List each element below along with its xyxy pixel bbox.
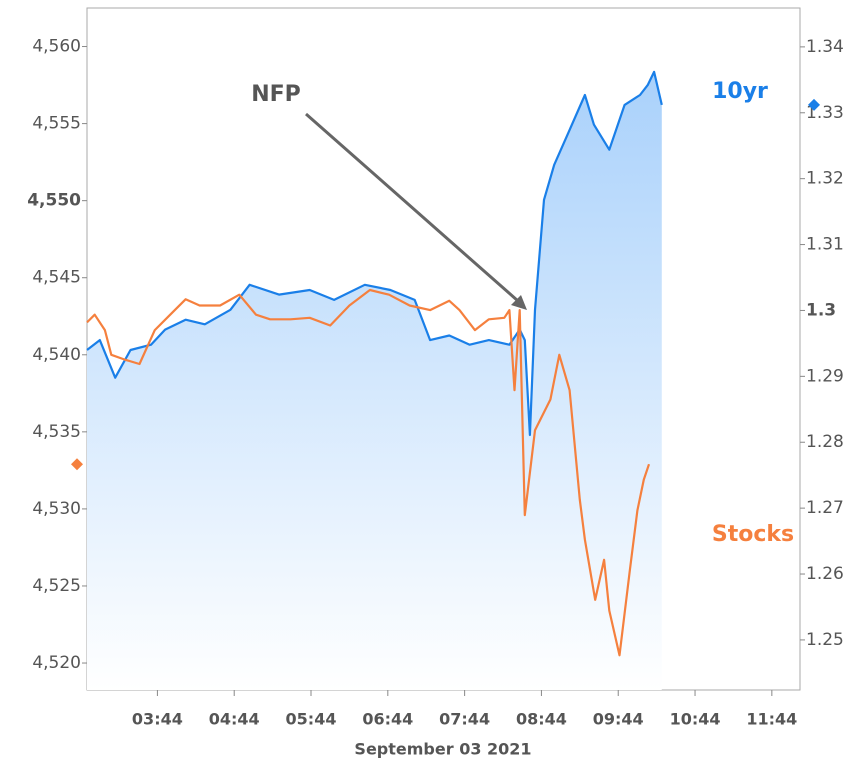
x-tick-label: 05:44 — [286, 710, 337, 729]
annotation-arrow — [305, 112, 519, 303]
y-tick-label: 4,520 — [32, 653, 81, 673]
y-tick-label: 4,560 — [32, 37, 81, 57]
x-tick-label: 08:44 — [516, 710, 567, 729]
x-tick-label: 10:44 — [670, 710, 721, 729]
annotation: NFP — [251, 82, 301, 107]
y-tick-label: 4,540 — [32, 345, 81, 365]
x-tick-label: 06:44 — [362, 710, 413, 729]
y-tick-label: 4,545 — [32, 268, 81, 288]
y-tick-label: 4,535 — [32, 422, 81, 442]
y-tick-label: 4,555 — [32, 114, 81, 134]
x-tick-label: 11:44 — [746, 710, 797, 729]
annotation-arrowhead — [511, 295, 527, 310]
last-value-marker — [71, 458, 83, 471]
series-label: 10yr — [712, 79, 768, 104]
y2-tick-label: 1.31 — [806, 235, 844, 255]
x-tick-label: 04:44 — [209, 710, 260, 729]
series-area — [87, 71, 662, 690]
y-tick-label: 4,530 — [32, 499, 81, 519]
y-tick-label: 4,550 — [27, 191, 81, 211]
y2-tick-label: 1.29 — [806, 366, 844, 386]
x-tick-label: 03:44 — [132, 710, 183, 729]
x-axis-label: September 03 2021 — [354, 740, 531, 759]
series-line — [86, 288, 651, 657]
y2-tick-label: 1.32 — [806, 169, 844, 189]
y-tick-label: 4,525 — [32, 576, 81, 596]
series-line — [86, 70, 663, 437]
y2-tick-label: 1.25 — [806, 630, 844, 650]
last-value-marker — [808, 98, 820, 111]
x-tick-label: 09:44 — [593, 710, 644, 729]
series-label: Stocks — [712, 522, 794, 547]
y2-tick-label: 1.34 — [806, 37, 844, 57]
x-tick-label: 07:44 — [439, 710, 490, 729]
y2-tick-label: 1.27 — [806, 498, 844, 518]
y2-tick-label: 1.26 — [806, 564, 844, 584]
y2-tick-label: 1.28 — [806, 432, 844, 452]
y2-tick-label: 1.3 — [806, 300, 836, 320]
